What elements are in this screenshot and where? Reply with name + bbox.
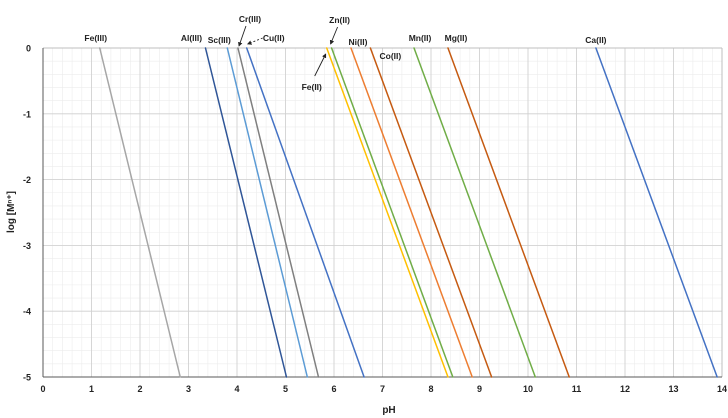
- x-tick-label: 11: [572, 384, 582, 394]
- x-tick-label: 5: [283, 384, 288, 394]
- series-line-ca-ii: [595, 47, 718, 378]
- y-tick-label: -2: [23, 175, 31, 185]
- x-tick-label: 8: [428, 384, 433, 394]
- x-tick-label: 9: [477, 384, 482, 394]
- series-label-fe-iii: Fe(III): [84, 33, 107, 43]
- series-label-sc-iii: Sc(III): [208, 35, 231, 45]
- x-axis-title: pH: [382, 405, 395, 416]
- y-tick-label: -4: [23, 307, 31, 317]
- series-label-cu-ii: Cu(II): [263, 33, 285, 43]
- annotation-arrows: [238, 25, 338, 77]
- series-label-fe-ii: Fe(II): [302, 82, 322, 92]
- x-tick-label: 7: [380, 384, 385, 394]
- x-tick-label: 10: [523, 384, 533, 394]
- series-label-co-ii: Co(II): [380, 51, 402, 61]
- series-line-zn-ii: [330, 47, 454, 378]
- y-tick-label: -5: [23, 373, 31, 383]
- series-line-sc-iii: [226, 47, 309, 378]
- series-label-ca-ii: Ca(II): [585, 35, 606, 45]
- y-tick-label: 0: [26, 44, 31, 54]
- y-axis-title: log [Mⁿ⁺]: [6, 191, 17, 233]
- grid-major: [42, 47, 723, 378]
- x-tick-label: 1: [89, 384, 94, 394]
- x-tick-label: 6: [331, 384, 336, 394]
- series-line-mg-ii: [447, 47, 570, 378]
- cu-ii-arrow: [247, 37, 263, 45]
- series-label-cr-iii: Cr(III): [239, 14, 261, 24]
- series-line-fe-iii: [98, 47, 182, 378]
- series-line-mn-ii: [413, 47, 537, 378]
- series-label-ni-ii: Ni(II): [349, 37, 368, 47]
- y-tick-label: -3: [23, 241, 31, 251]
- y-tick-label: -1: [23, 109, 31, 119]
- series-line-al-iii: [204, 47, 288, 378]
- x-tick-label: 3: [186, 384, 191, 394]
- x-tick-label: 2: [137, 384, 142, 394]
- x-tick-label: 0: [40, 384, 45, 394]
- series-line-co-ii: [369, 47, 493, 378]
- series-label-zn-ii: Zn(II): [329, 15, 350, 25]
- series-line-fe-ii: [325, 47, 449, 378]
- x-tick-label: 14: [717, 384, 727, 394]
- fe-ii-arrow: [314, 53, 327, 77]
- x-tick-labels: 0 1 2 3 4 5 6 7 8 9 10 11 12 13 14: [40, 384, 727, 394]
- series-label-mg-ii: Mg(II): [445, 33, 468, 43]
- series-label-al-iii: Al(III): [181, 33, 202, 43]
- y-tick-labels: 0 -1 -2 -3 -4 -5: [23, 44, 31, 383]
- series-label-mn-ii: Mn(II): [409, 33, 432, 43]
- plot-frame: [42, 47, 723, 378]
- series-line-cr-iii: [237, 47, 320, 378]
- cr-iii-arrow: [238, 25, 247, 47]
- x-tick-label: 13: [668, 384, 678, 394]
- series-line-cu-ii: [245, 47, 365, 378]
- x-tick-label: 4: [234, 384, 239, 394]
- series-labels: Fe(III) Al(III) Sc(III) Cr(III)Cu(II) Zn(II)…: [84, 14, 606, 92]
- series-line-ni-ii: [350, 47, 473, 378]
- series-lines: [98, 47, 718, 378]
- zn-ii-arrow: [329, 26, 338, 45]
- x-tick-label: 12: [620, 384, 630, 394]
